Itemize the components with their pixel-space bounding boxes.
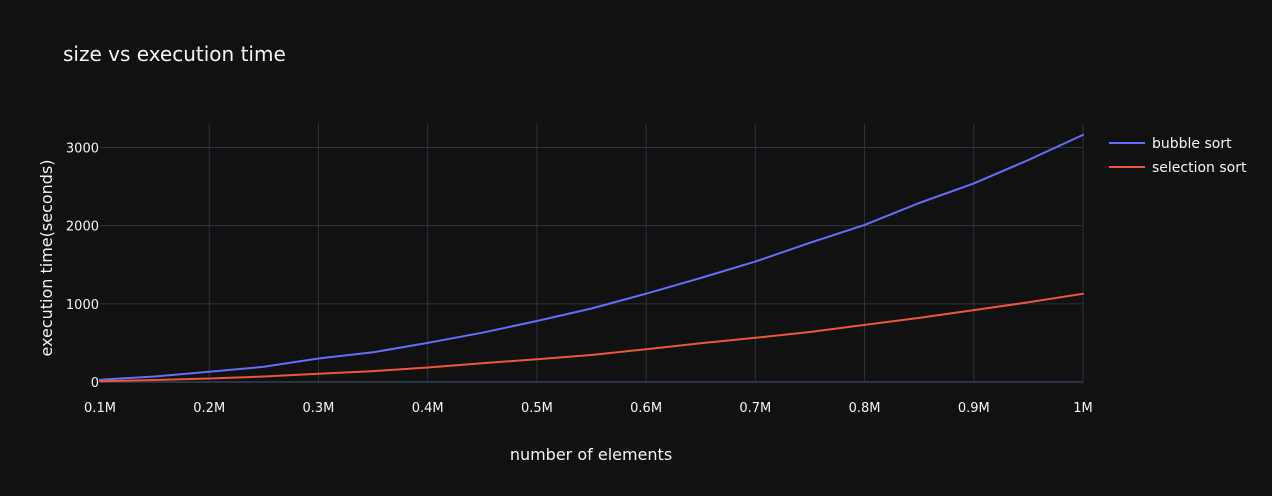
- plot-area: [99, 133, 1084, 383]
- y-tick-label: 0: [91, 376, 99, 391]
- tick-labels: 0.1M 0.2M 0.3M 0.4M 0.5M 0.6M 0.7M 0.8M 0.9M 1M 0 1…: [66, 141, 1093, 416]
- legend-label: bubble sort: [1152, 136, 1232, 152]
- grid-lines: [100, 124, 1084, 383]
- y-tick-label: 1000: [66, 298, 99, 313]
- y-tick-label: 3000: [66, 141, 99, 156]
- x-tick-label: 0.1M: [84, 401, 116, 416]
- x-tick-label: 0.7M: [739, 401, 771, 416]
- x-tick-label: 0.5M: [521, 401, 553, 416]
- y-axis-title: execution time(seconds): [37, 159, 56, 356]
- x-tick-label: 0.8M: [849, 401, 881, 416]
- chart-title: size vs execution time: [63, 42, 286, 66]
- x-tick-label: 0.6M: [630, 401, 662, 416]
- x-tick-label: 0.4M: [412, 401, 444, 416]
- legend-item[interactable]: bubble sort: [1109, 136, 1232, 152]
- x-axis-title: number of elements: [510, 445, 672, 464]
- legend-item[interactable]: selection sort: [1109, 160, 1247, 176]
- y-tick-label: 2000: [66, 220, 99, 235]
- x-tick-label: 1M: [1073, 401, 1093, 416]
- series-line-bubble-sort: [99, 133, 1084, 381]
- x-tick-label: 0.2M: [193, 401, 225, 416]
- x-tick-label: 0.9M: [958, 401, 990, 416]
- series-line-selection-sort: [99, 292, 1084, 383]
- x-tick-label: 0.3M: [302, 401, 334, 416]
- legend[interactable]: bubble sort selection sort: [1109, 136, 1247, 176]
- legend-label: selection sort: [1152, 160, 1247, 176]
